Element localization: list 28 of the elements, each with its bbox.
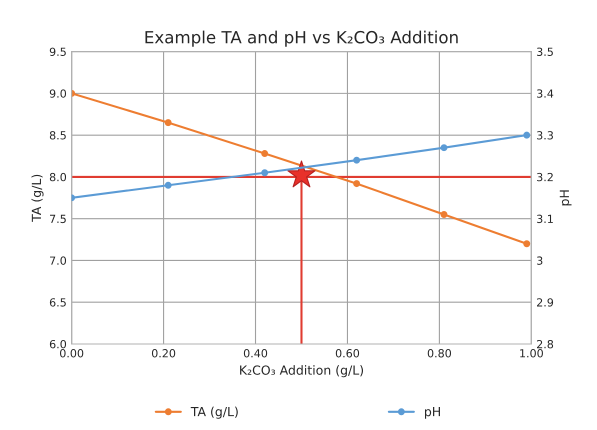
x-tick-label: 1.00 (520, 349, 543, 358)
x-tick-label: 0.80 (428, 349, 452, 358)
y2-axis-title: pH (560, 190, 572, 206)
y-tick-label: 7.0 (50, 256, 66, 265)
legend-label: TA (g/L) (190, 406, 238, 419)
x-tick-label: 0.20 (152, 349, 176, 358)
x-tick-label: 0.60 (336, 349, 360, 358)
y-tick-label: 7.5 (50, 214, 66, 224)
chart-title: Example TA and pH vs K₂CO₃ Addition (145, 30, 458, 47)
y2-tick-label: 2.8 (537, 340, 554, 348)
y-axis-title: TA (g/L) (31, 174, 44, 222)
x-axis-title: K₂CO₃ Addition (g/L) (240, 365, 364, 378)
y2-tick-label: 3.3 (537, 131, 553, 140)
y-tick-label: 9.0 (50, 89, 66, 98)
y2-tick-label: 2.9 (537, 298, 554, 307)
y-tick-label: 9.5 (50, 48, 66, 56)
legend-label: pH (424, 407, 440, 419)
y2-tick-label: 3.1 (537, 214, 553, 224)
x-tick-label: 0.40 (244, 349, 268, 358)
y-tick-label: 8.5 (50, 131, 66, 140)
x-tick-label: 0.00 (60, 349, 84, 358)
y2-tick-label: 3.2 (537, 172, 553, 182)
y2-tick-label: 3.4 (537, 89, 554, 98)
y-tick-label: 6.5 (50, 298, 66, 307)
y-tick-label: 8.0 (50, 172, 66, 182)
y2-tick-label: 3 (537, 256, 542, 265)
y2-tick-label: 3.5 (537, 48, 553, 56)
y-tick-label: 6.0 (50, 340, 66, 348)
